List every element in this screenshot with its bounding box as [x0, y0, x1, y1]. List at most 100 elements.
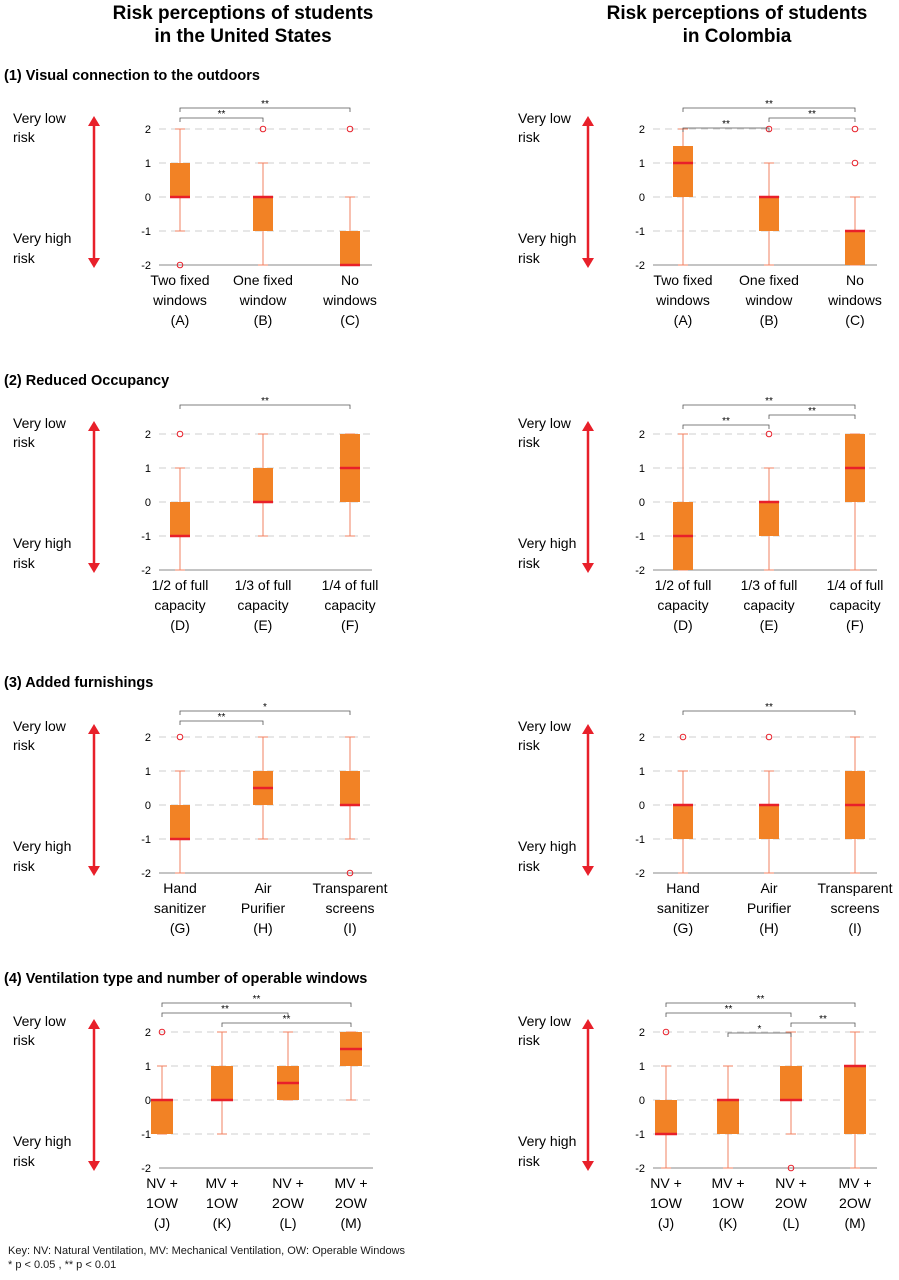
category-label: (H)	[759, 920, 778, 936]
y-tick-label: -2	[635, 868, 645, 880]
very-high-risk-label: Very high	[13, 230, 71, 246]
category-label: (A)	[171, 312, 190, 328]
risk-arrow-head-up	[582, 421, 594, 431]
risk-arrow-head-down	[88, 1161, 100, 1171]
very-low-risk-label: risk	[518, 129, 541, 145]
outlier-point	[679, 733, 687, 741]
category-label: 1/3 of full	[235, 577, 292, 593]
category-label: MV +	[205, 1175, 238, 1191]
category-label: 2OW	[335, 1195, 368, 1211]
category-label: capacity	[154, 597, 205, 613]
y-tick-label: 2	[639, 124, 645, 136]
y-tick-label: -2	[141, 260, 151, 272]
significance-bracket	[768, 414, 856, 419]
significance-bracket	[665, 1002, 856, 1007]
very-high-risk-label: Very high	[518, 230, 576, 246]
box-iqr	[170, 502, 190, 536]
box-iqr	[759, 805, 779, 839]
very-high-risk-label: Very high	[518, 535, 576, 551]
very-high-risk-label: Very high	[518, 1133, 576, 1149]
very-high-risk-label: risk	[13, 555, 36, 571]
category-label: No	[846, 272, 864, 288]
very-high-risk-label: Very high	[13, 838, 71, 854]
category-label: capacity	[324, 597, 375, 613]
y-tick-label: -1	[141, 834, 151, 846]
very-low-risk-label: Very low	[13, 110, 67, 126]
panels: 2 1 0 -1 -2 Very low risk Very high risk Two fixe…	[13, 99, 893, 1231]
outlier-point	[259, 125, 267, 133]
category-label: (K)	[213, 1215, 232, 1231]
risk-arrow-head-down	[88, 563, 100, 573]
very-low-risk-label: risk	[518, 434, 541, 450]
y-tick-label: -2	[141, 1163, 151, 1175]
very-low-risk-label: Very low	[518, 718, 572, 734]
box-iqr	[780, 1066, 802, 1100]
risk-arrow-head-down	[582, 258, 594, 268]
category-label: Two fixed	[653, 272, 712, 288]
box-iqr	[170, 163, 190, 197]
very-low-risk-label: risk	[518, 737, 541, 753]
y-tick-label: 2	[145, 1027, 151, 1039]
category-label: NV +	[272, 1175, 304, 1191]
significance-bracket	[179, 710, 351, 715]
category-label: MV +	[838, 1175, 871, 1191]
y-tick-label: -2	[635, 565, 645, 577]
category-label: (G)	[673, 920, 693, 936]
category-label: (G)	[170, 920, 190, 936]
y-tick-label: 0	[145, 800, 151, 812]
very-low-risk-label: Very low	[13, 1013, 67, 1029]
category-label: 1OW	[146, 1195, 179, 1211]
risk-arrow-head-down	[582, 866, 594, 876]
category-label: No	[341, 272, 359, 288]
risk-arrow-head-down	[582, 1161, 594, 1171]
y-tick-label: -2	[141, 565, 151, 577]
box-iqr	[151, 1100, 173, 1134]
category-label: (I)	[848, 920, 861, 936]
category-label: windows	[322, 292, 377, 308]
significance-label: **	[722, 119, 730, 130]
significance-label: **	[253, 994, 261, 1005]
category-label: (L)	[279, 1215, 296, 1231]
significance-bracket	[179, 117, 264, 122]
significance-label: **	[765, 702, 773, 713]
panel-4: 2 1 0 -1 -2 Very low risk Very high risk 1/2 of f…	[518, 396, 883, 633]
very-high-risk-label: Very high	[518, 838, 576, 854]
y-tick-label: 0	[639, 1095, 645, 1107]
panel-5: 2 1 0 -1 -2 Very low risk Very high risk Hand sani…	[13, 702, 388, 936]
category-label: capacity	[657, 597, 708, 613]
y-tick-label: 1	[639, 1061, 645, 1073]
risk-arrow-head-up	[88, 1019, 100, 1029]
category-label: NV +	[146, 1175, 178, 1191]
category-label: (F)	[846, 617, 864, 633]
significance-bracket	[682, 710, 856, 715]
category-label: windows	[827, 292, 882, 308]
y-tick-label: 0	[145, 1095, 151, 1107]
risk-arrow-head-up	[582, 724, 594, 734]
y-tick-label: -1	[141, 1129, 151, 1141]
significance-label: **	[283, 1014, 291, 1025]
category-label: Transparent	[313, 880, 388, 896]
outlier-point	[851, 125, 859, 133]
category-label: capacity	[829, 597, 880, 613]
category-label: 1OW	[650, 1195, 683, 1211]
very-low-risk-label: Very low	[518, 1013, 572, 1029]
significance-label: **	[808, 406, 816, 417]
significance-bracket	[665, 1012, 792, 1017]
very-high-risk-label: Very high	[13, 1133, 71, 1149]
significance-label: **	[765, 396, 773, 407]
outlier-point	[176, 261, 184, 269]
significance-label: **	[819, 1014, 827, 1025]
y-tick-label: 2	[145, 429, 151, 441]
y-tick-label: -1	[141, 226, 151, 238]
risk-arrow-head-down	[582, 563, 594, 573]
category-label: 1/2 of full	[152, 577, 209, 593]
very-high-risk-label: risk	[13, 1153, 36, 1169]
significance-label: **	[261, 99, 269, 110]
category-label: 1/2 of full	[655, 577, 712, 593]
y-tick-label: -1	[635, 226, 645, 238]
category-label: windows	[655, 292, 710, 308]
box-iqr	[211, 1066, 233, 1100]
category-label: (F)	[341, 617, 359, 633]
category-label: (E)	[760, 617, 779, 633]
